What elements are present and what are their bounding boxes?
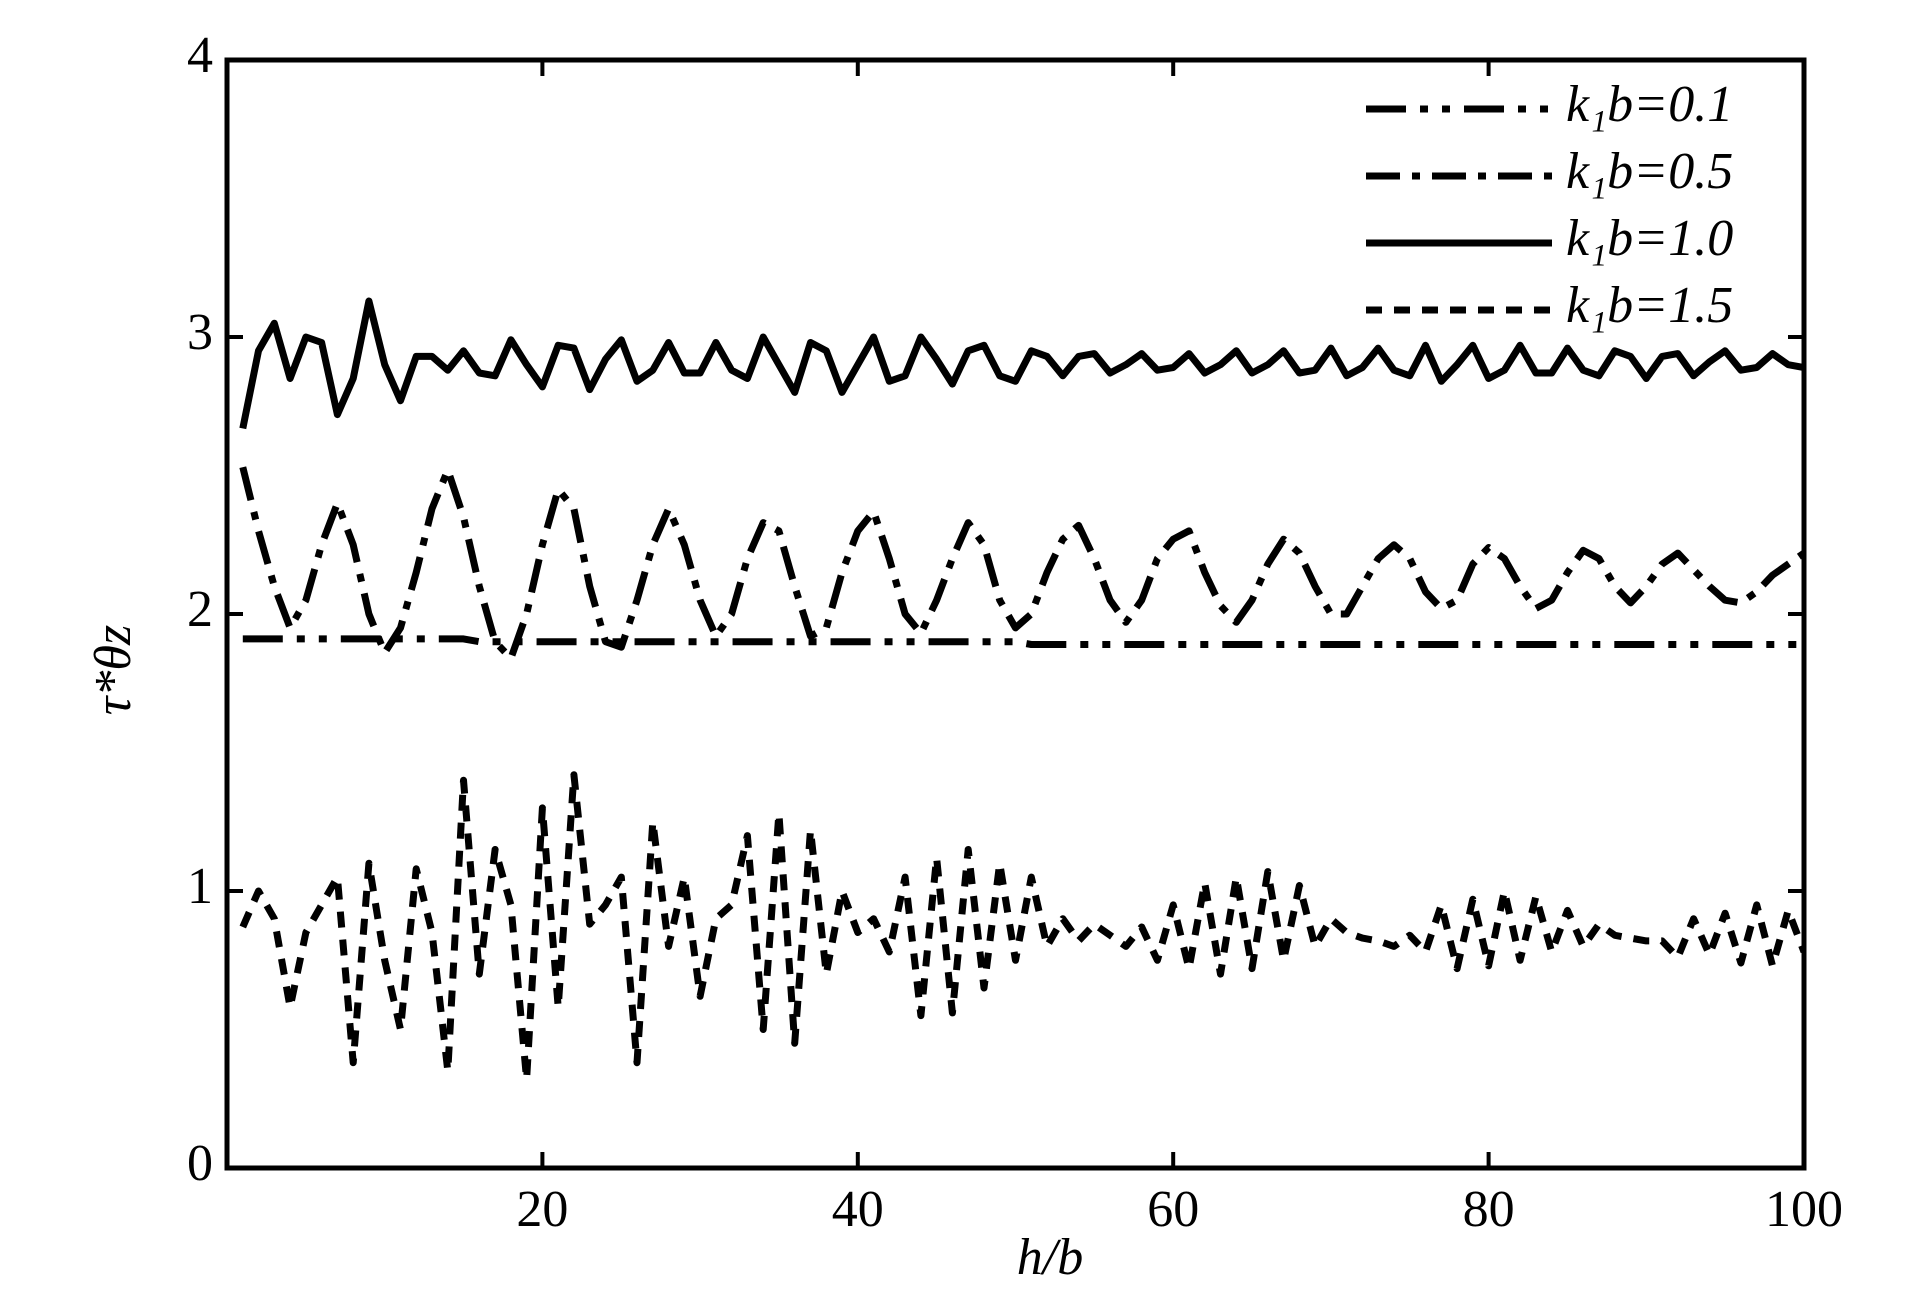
- legend-label: k₁b=1.5: [1566, 277, 1733, 334]
- data-line: [239, 771, 1804, 1083]
- legend-label: k₁b=0.1: [1566, 76, 1733, 133]
- y-axis-label: τ*θz: [85, 625, 142, 715]
- data-line: [242, 635, 1804, 648]
- plot-frame: [224, 57, 1807, 1171]
- data-line: [239, 297, 1804, 430]
- x-tick-label: 20: [516, 1181, 568, 1238]
- y-tick-label: 2: [187, 581, 213, 638]
- y-tick-label: 1: [187, 858, 213, 915]
- y-tick-label: 0: [187, 1135, 213, 1192]
- x-tick-label: 40: [832, 1181, 884, 1238]
- legend-label: k₁b=1.0: [1566, 210, 1733, 267]
- data-line: [239, 466, 1804, 662]
- x-tick-label: 60: [1147, 1181, 1199, 1238]
- y-tick-label: 3: [187, 304, 213, 361]
- y-tick-label: 4: [187, 27, 213, 84]
- legend-label: k₁b=0.5: [1566, 143, 1733, 200]
- x-tick-label: 80: [1463, 1181, 1515, 1238]
- x-axis-label: h/b: [1017, 1229, 1083, 1286]
- x-tick-label: 100: [1765, 1181, 1843, 1238]
